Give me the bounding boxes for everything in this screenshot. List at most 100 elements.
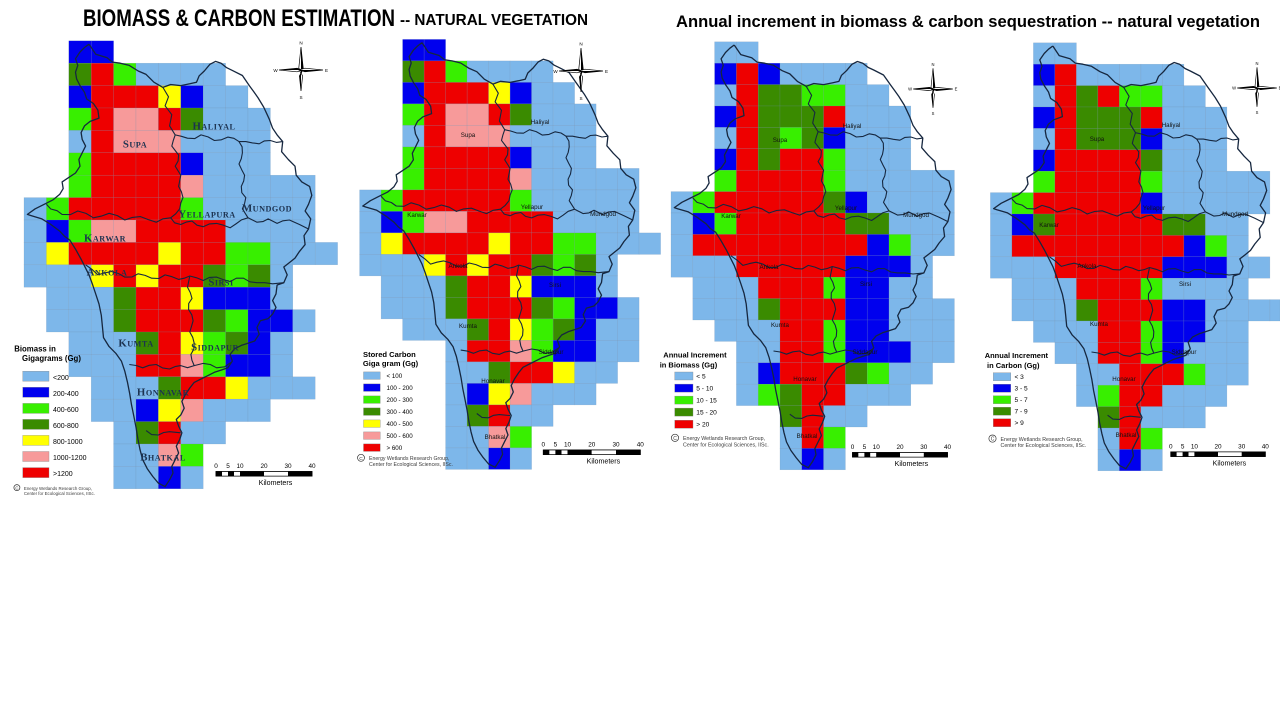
svg-text:Haliyal: Haliyal <box>1162 122 1181 129</box>
svg-text:Center for Ecological Sciences: Center for Ecological Sciences, IISc. <box>369 462 453 468</box>
svg-text:0: 0 <box>1169 443 1173 450</box>
svg-text:E: E <box>955 87 958 92</box>
svg-text:Siddapur: Siddapur <box>1172 349 1197 356</box>
svg-text:7 - 9: 7 - 9 <box>1015 409 1029 416</box>
svg-text:Honavar: Honavar <box>793 376 816 383</box>
svg-text:5: 5 <box>226 463 230 470</box>
svg-text:30: 30 <box>284 463 292 470</box>
svg-text:< 5: < 5 <box>696 374 706 381</box>
svg-text:C: C <box>991 437 995 443</box>
svg-text:< 3: < 3 <box>1015 374 1025 381</box>
svg-text:in Biomass (Gg): in Biomass (Gg) <box>660 361 718 370</box>
svg-text:KARWAR: KARWAR <box>84 232 126 244</box>
svg-text:MUNDGOD: MUNDGOD <box>242 202 292 214</box>
svg-text:30: 30 <box>612 442 620 449</box>
svg-text:Kumta: Kumta <box>1090 321 1108 328</box>
svg-text:Haliyal: Haliyal <box>843 123 862 130</box>
svg-text:N: N <box>299 41 302 46</box>
svg-text:Stored Carbon: Stored Carbon <box>363 350 416 359</box>
svg-text:< 100: < 100 <box>387 373 403 380</box>
svg-text:Karwar: Karwar <box>721 213 741 220</box>
svg-text:10: 10 <box>564 442 572 449</box>
svg-text:Honavar: Honavar <box>1112 376 1135 383</box>
svg-text:5: 5 <box>863 444 867 451</box>
svg-text:Sirsi: Sirsi <box>549 282 561 289</box>
svg-text:Annual increment in biomass &: Annual increment in biomass & carbon seq… <box>676 13 1260 31</box>
svg-text:Bhatkal: Bhatkal <box>485 434 506 441</box>
svg-text:N: N <box>1256 61 1259 66</box>
svg-text:HONNAVAR: HONNAVAR <box>137 386 189 398</box>
svg-text:S: S <box>299 95 302 100</box>
svg-text:Center for Ecological Sciences: Center for Ecological Sciences, IISc. <box>24 491 95 496</box>
svg-text:20: 20 <box>896 444 904 451</box>
svg-text:Energy Wetlands Research Group: Energy Wetlands Research Group, <box>683 436 765 442</box>
svg-text:N: N <box>932 62 935 67</box>
svg-text:Siddapur: Siddapur <box>853 349 878 356</box>
svg-text:10: 10 <box>1191 443 1199 450</box>
svg-text:Kumta: Kumta <box>771 322 789 329</box>
svg-text:C: C <box>673 436 677 442</box>
svg-text:30: 30 <box>920 444 928 451</box>
svg-text:Bhatkal: Bhatkal <box>1116 432 1137 439</box>
svg-text:5 - 10: 5 - 10 <box>696 386 713 393</box>
svg-text:E: E <box>325 68 328 73</box>
svg-text:5: 5 <box>554 442 558 449</box>
svg-text:Sirsi: Sirsi <box>860 281 872 288</box>
svg-text:400-600: 400-600 <box>53 407 79 414</box>
svg-text:HALIYAL: HALIYAL <box>192 120 235 132</box>
svg-text:Yellapur: Yellapur <box>835 205 857 212</box>
svg-text:Center for Ecological Sciences: Center for Ecological Sciences, IISc. <box>1001 443 1087 449</box>
svg-text:10: 10 <box>873 444 881 451</box>
svg-text:Gigagrams (Gg): Gigagrams (Gg) <box>22 354 81 363</box>
svg-text:Supa: Supa <box>1090 136 1105 143</box>
svg-text:in Carbon (Gg): in Carbon (Gg) <box>987 361 1040 370</box>
svg-text:Annual Increment: Annual Increment <box>985 351 1049 360</box>
svg-text:100 - 200: 100 - 200 <box>387 385 414 392</box>
svg-text:Center for Ecological Sciences: Center for Ecological Sciences, IISc. <box>683 442 769 448</box>
svg-text:5 - 7: 5 - 7 <box>1015 397 1029 404</box>
svg-text:5: 5 <box>1181 443 1185 450</box>
svg-text:20: 20 <box>1214 443 1222 450</box>
svg-text:3 - 5: 3 - 5 <box>1015 386 1029 393</box>
svg-text:Supa: Supa <box>773 137 788 144</box>
svg-text:800-1000: 800-1000 <box>53 439 83 446</box>
svg-text:W: W <box>908 87 912 92</box>
svg-text:W: W <box>273 68 278 73</box>
svg-text:Haliyal: Haliyal <box>531 119 550 126</box>
svg-text:-- NATURAL VEGETATION: -- NATURAL VEGETATION <box>400 12 588 29</box>
svg-text:200 - 300: 200 - 300 <box>387 397 414 404</box>
svg-text:Yellapur: Yellapur <box>521 204 543 211</box>
svg-text:200-400: 200-400 <box>53 391 79 398</box>
svg-text:Kilometers: Kilometers <box>895 460 929 468</box>
svg-text:KUMTA: KUMTA <box>118 337 153 349</box>
svg-text:C: C <box>15 485 18 490</box>
svg-text:Energy Wetlands Research Group: Energy Wetlands Research Group, <box>1001 437 1083 443</box>
svg-text:> 9: > 9 <box>1015 420 1025 427</box>
svg-text:Mundgod: Mundgod <box>590 211 616 218</box>
svg-text:Giga gram (Gg): Giga gram (Gg) <box>363 359 419 368</box>
svg-text:SIRSI: SIRSI <box>208 276 233 288</box>
svg-text:Ankola: Ankola <box>760 264 779 271</box>
svg-text:Annual Increment: Annual Increment <box>663 350 727 359</box>
svg-text:S: S <box>932 111 935 116</box>
svg-text:Ankola: Ankola <box>1078 263 1097 270</box>
svg-text:Siddapur: Siddapur <box>539 349 564 356</box>
svg-text:1000-1200: 1000-1200 <box>53 455 87 462</box>
svg-text:Supa: Supa <box>461 132 476 139</box>
svg-text:0: 0 <box>542 442 546 449</box>
svg-text:500 - 600: 500 - 600 <box>387 433 414 440</box>
svg-text:S: S <box>579 96 582 101</box>
svg-text:Yellapur: Yellapur <box>1143 205 1165 212</box>
svg-text:> 20: > 20 <box>696 422 709 429</box>
svg-text:Honavar: Honavar <box>481 378 504 385</box>
svg-text:Mundgod: Mundgod <box>903 212 929 219</box>
svg-text:0: 0 <box>851 444 855 451</box>
svg-text:Mundgod: Mundgod <box>1222 211 1248 218</box>
svg-text:Energy Wetlands Research Group: Energy Wetlands Research Group, <box>24 486 92 491</box>
svg-text:40: 40 <box>1262 443 1270 450</box>
svg-text:Karwar: Karwar <box>1039 222 1059 229</box>
svg-text:N: N <box>579 42 582 47</box>
svg-text:Ankola: Ankola <box>449 263 468 270</box>
svg-text:E: E <box>605 69 608 74</box>
svg-text:15 - 20: 15 - 20 <box>696 410 717 417</box>
